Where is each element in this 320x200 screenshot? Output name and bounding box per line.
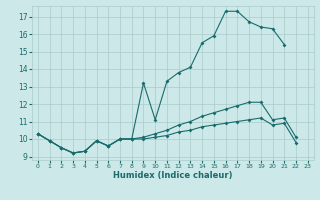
X-axis label: Humidex (Indice chaleur): Humidex (Indice chaleur) [113,171,233,180]
